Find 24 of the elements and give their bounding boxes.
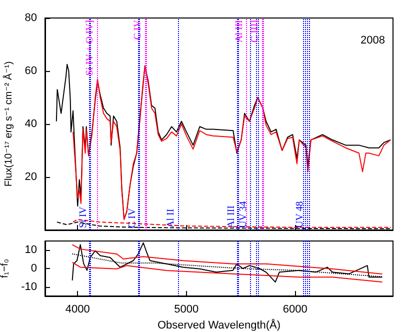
ref-line-label: Si IV	[78, 206, 90, 228]
y-tick-label: -10	[21, 280, 37, 293]
ref-line-label: C III]	[249, 20, 260, 42]
ref-line-label: Si IV + O IV]	[84, 20, 96, 76]
ref-line-label: UV 34	[238, 201, 250, 228]
x-tick-label: 5000	[174, 304, 199, 316]
y-tick-label: 60	[24, 65, 37, 77]
y-tick-label: 80	[24, 12, 37, 24]
ref-line-label: Al III	[226, 206, 238, 228]
annotation: 2008	[360, 34, 386, 46]
y-axis-title: Flux(10⁻¹⁷ erg s⁻¹ cm⁻² Å⁻¹)	[2, 61, 14, 187]
ref-line-label: C IV	[127, 208, 138, 228]
ref-line-label: Al II	[166, 208, 177, 228]
y-tick-label: 10	[24, 244, 37, 256]
ref-line-label: C IV	[132, 19, 144, 40]
x-axis-title: Observed Wavelength(Å)	[157, 318, 281, 332]
y-tick-label: 40	[24, 118, 37, 130]
x-tick-label: 4000	[65, 304, 90, 316]
ref-line-label: UV 48	[294, 201, 306, 228]
ref-line-label: Al III	[234, 20, 246, 42]
y-tick-label: 0	[30, 262, 37, 274]
y-axis-title: f₁−f₀	[0, 259, 11, 278]
y-tick-label: 20	[24, 171, 37, 183]
x-tick-label: 6000	[282, 304, 308, 316]
